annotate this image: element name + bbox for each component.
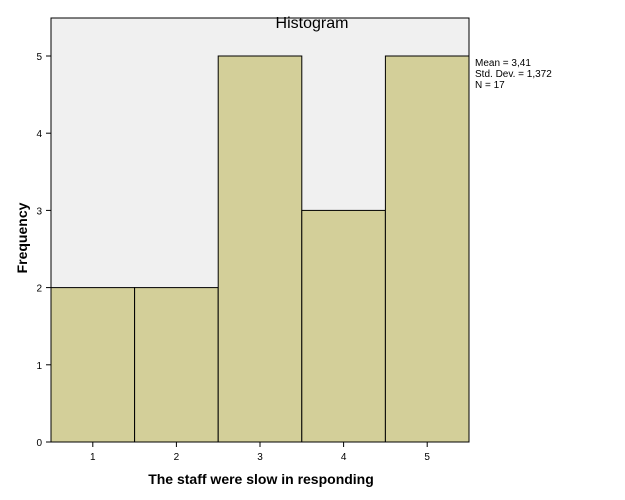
bar-4: [301, 209, 386, 443]
x-axis: 1 2 3 4 5: [90, 442, 430, 463]
x-tick-label-5: 5: [424, 452, 430, 463]
x-tick-label-4: 4: [341, 452, 347, 463]
y-tick-label-1: 1: [36, 361, 42, 372]
y-tick-label-5: 5: [36, 52, 42, 63]
y-axis-title: Frequency: [14, 202, 30, 273]
bar-1: [50, 287, 136, 443]
chart-title: Histogram: [276, 15, 349, 32]
bars-group: [50, 55, 470, 443]
y-tick-label-0: 0: [36, 438, 42, 449]
x-axis-title: The staff were slow in responding: [148, 471, 374, 487]
bar-2: [134, 287, 219, 443]
stat-std-dev: Std. Dev. = 1,372: [475, 69, 552, 80]
stat-mean: Mean = 3,41: [475, 58, 531, 69]
stat-n: N = 17: [475, 80, 505, 91]
x-tick-label-1: 1: [90, 452, 96, 463]
y-tick-label-2: 2: [36, 284, 42, 295]
bar-3: [217, 55, 303, 443]
x-tick-label-2: 2: [174, 452, 180, 463]
y-axis: 0 1 2 3 4 5: [36, 52, 51, 449]
y-tick-label-3: 3: [36, 206, 42, 217]
y-tick-label-4: 4: [36, 129, 42, 140]
bar-5: [384, 55, 470, 443]
x-tick-label-3: 3: [257, 452, 263, 463]
